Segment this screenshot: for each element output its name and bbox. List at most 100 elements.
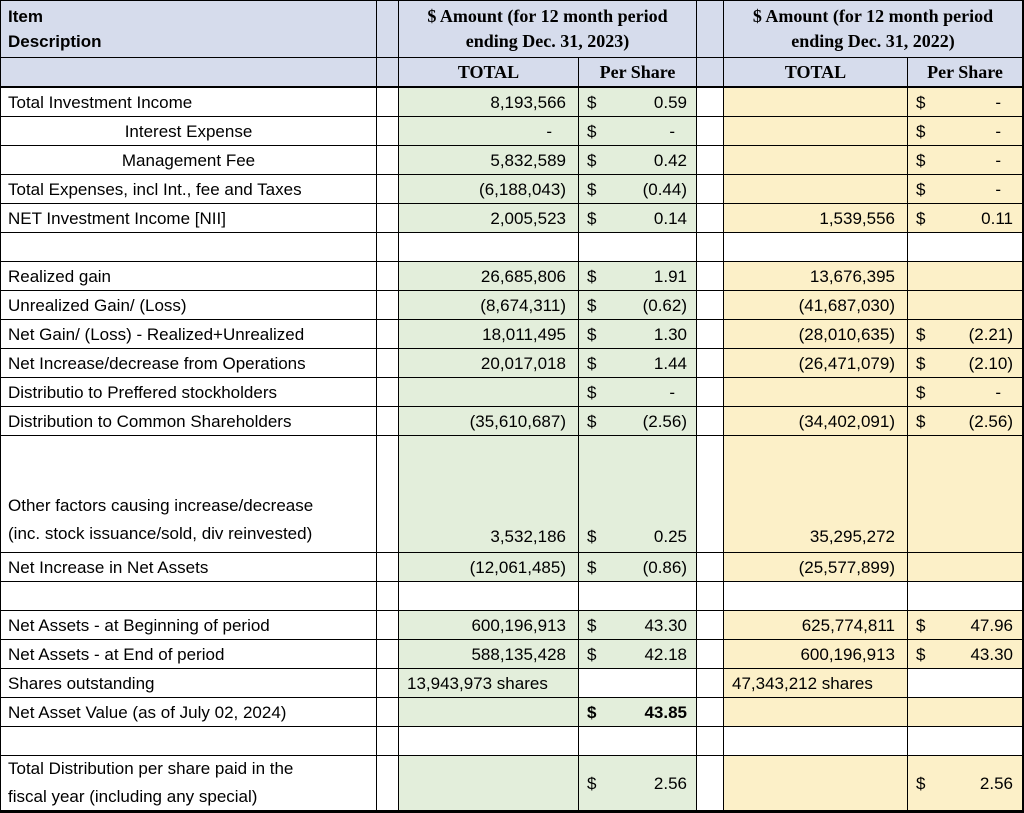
pershare-2022-cell[interactable]: $ (2.56) bbox=[908, 407, 1024, 436]
pershare-2023-cell[interactable]: $ (2.56) bbox=[579, 407, 697, 436]
item-description-cell[interactable]: Total Expenses, incl Int., fee and Taxes bbox=[0, 175, 377, 204]
pershare-2022-cell[interactable] bbox=[908, 553, 1024, 582]
pershare-2022-cell[interactable]: $ - bbox=[908, 88, 1024, 117]
total-2022-cell[interactable] bbox=[724, 756, 908, 813]
total-2022-cell[interactable]: 13,676,395 bbox=[724, 262, 908, 291]
pershare-2022-cell[interactable] bbox=[908, 669, 1024, 698]
item-description-cell[interactable]: Net Increase/decrease from Operations bbox=[0, 349, 377, 378]
item-description-cell[interactable]: Net Gain/ (Loss) - Realized+Unrealized bbox=[0, 320, 377, 349]
total-2023-cell[interactable] bbox=[399, 582, 579, 611]
pershare-2022-cell[interactable]: $ (2.10) bbox=[908, 349, 1024, 378]
pershare-2023-cell[interactable] bbox=[579, 582, 697, 611]
total-2023-cell[interactable]: (12,061,485) bbox=[399, 553, 579, 582]
pershare-2023-cell[interactable]: $0.42 bbox=[579, 146, 697, 175]
item-description-cell[interactable] bbox=[0, 582, 377, 611]
pershare-2022-cell[interactable]: $47.96 bbox=[908, 611, 1024, 640]
item-description-cell[interactable]: Management Fee bbox=[0, 146, 377, 175]
item-description-cell[interactable]: Distributio to Preffered stockholders bbox=[0, 378, 377, 407]
pershare-2023-cell[interactable] bbox=[579, 669, 697, 698]
pershare-2023-cell[interactable]: $ (0.86) bbox=[579, 553, 697, 582]
item-description-cell[interactable]: Shares outstanding bbox=[0, 669, 377, 698]
total-2022-cell[interactable]: 600,196,913 bbox=[724, 640, 908, 669]
pershare-2023-cell[interactable]: $ - bbox=[579, 378, 697, 407]
item-description-cell[interactable]: Realized gain bbox=[0, 262, 377, 291]
pershare-2023-cell[interactable]: $1.30 bbox=[579, 320, 697, 349]
total-2022-cell[interactable] bbox=[724, 727, 908, 756]
item-description-cell[interactable]: Net Assets - at Beginning of period bbox=[0, 611, 377, 640]
total-2022-cell[interactable]: 1,539,556 bbox=[724, 204, 908, 233]
total-2023-cell[interactable] bbox=[399, 727, 579, 756]
total-2023-cell[interactable]: 8,193,566 bbox=[399, 88, 579, 117]
item-description-cell[interactable]: Net Increase in Net Assets bbox=[0, 553, 377, 582]
total-2022-cell[interactable] bbox=[724, 582, 908, 611]
pershare-2022-cell[interactable] bbox=[908, 727, 1024, 756]
total-2022-cell[interactable]: 35,295,272 bbox=[724, 436, 908, 553]
pershare-2022-cell[interactable]: $ - bbox=[908, 175, 1024, 204]
pershare-2022-cell[interactable] bbox=[908, 233, 1024, 262]
pershare-2022-cell[interactable]: $ - bbox=[908, 117, 1024, 146]
total-2023-cell[interactable]: 20,017,018 bbox=[399, 349, 579, 378]
pershare-2023-cell[interactable] bbox=[579, 233, 697, 262]
total-2022-cell[interactable]: (34,402,091) bbox=[724, 407, 908, 436]
total-2023-cell[interactable] bbox=[399, 378, 579, 407]
pershare-2022-cell[interactable]: $0.11 bbox=[908, 204, 1024, 233]
pershare-2022-cell[interactable]: $ (2.21) bbox=[908, 320, 1024, 349]
pershare-2022-cell[interactable]: $ - bbox=[908, 378, 1024, 407]
item-description-cell[interactable]: Distribution to Common Shareholders bbox=[0, 407, 377, 436]
total-2022-cell[interactable]: 625,774,811 bbox=[724, 611, 908, 640]
header-2022-group[interactable]: $ Amount (for 12 month period ending Dec… bbox=[724, 0, 1024, 58]
pershare-2022-cell[interactable]: $2.56 bbox=[908, 756, 1024, 813]
pershare-2022-cell[interactable] bbox=[908, 262, 1024, 291]
total-2022-cell[interactable]: (41,687,030) bbox=[724, 291, 908, 320]
pershare-2023-cell[interactable]: $42.18 bbox=[579, 640, 697, 669]
header-pershare-2022[interactable]: Per Share bbox=[908, 58, 1024, 88]
item-description-cell[interactable] bbox=[0, 727, 377, 756]
pershare-2022-cell[interactable]: $43.30 bbox=[908, 640, 1024, 669]
item-description-cell[interactable]: Total Distribution per share paid in the… bbox=[0, 756, 377, 813]
item-description-cell[interactable]: Total Investment Income bbox=[0, 88, 377, 117]
total-2023-cell[interactable]: (6,188,043) bbox=[399, 175, 579, 204]
pershare-2022-cell[interactable] bbox=[908, 291, 1024, 320]
pershare-2023-cell[interactable]: $43.85 bbox=[579, 698, 697, 727]
item-description-header[interactable]: Item Description bbox=[0, 0, 377, 58]
pershare-2023-cell[interactable]: $2.56 bbox=[579, 756, 697, 813]
item-description-cell[interactable]: Unrealized Gain/ (Loss) bbox=[0, 291, 377, 320]
total-2022-cell[interactable] bbox=[724, 175, 908, 204]
total-2023-cell[interactable]: 2,005,523 bbox=[399, 204, 579, 233]
pershare-2023-cell[interactable]: $0.25 bbox=[579, 436, 697, 553]
total-2023-cell[interactable]: 5,832,589 bbox=[399, 146, 579, 175]
total-2022-cell[interactable] bbox=[724, 378, 908, 407]
total-2023-cell[interactable]: 588,135,428 bbox=[399, 640, 579, 669]
total-2022-cell[interactable] bbox=[724, 117, 908, 146]
total-2023-cell[interactable] bbox=[399, 698, 579, 727]
total-2023-cell[interactable] bbox=[399, 756, 579, 813]
total-2022-cell[interactable]: (28,010,635) bbox=[724, 320, 908, 349]
total-2023-cell[interactable]: 13,943,973 shares bbox=[399, 669, 579, 698]
header-total-2023[interactable]: TOTAL bbox=[399, 58, 579, 88]
total-2022-cell[interactable] bbox=[724, 88, 908, 117]
total-2023-cell[interactable]: (35,610,687) bbox=[399, 407, 579, 436]
pershare-2022-cell[interactable] bbox=[908, 436, 1024, 553]
total-2023-cell[interactable] bbox=[399, 233, 579, 262]
pershare-2023-cell[interactable] bbox=[579, 727, 697, 756]
pershare-2023-cell[interactable]: $ (0.44) bbox=[579, 175, 697, 204]
total-2023-cell[interactable]: 26,685,806 bbox=[399, 262, 579, 291]
pershare-2023-cell[interactable]: $43.30 bbox=[579, 611, 697, 640]
total-2023-cell[interactable]: (8,674,311) bbox=[399, 291, 579, 320]
total-2022-cell[interactable]: 47,343,212 shares bbox=[724, 669, 908, 698]
pershare-2022-cell[interactable] bbox=[908, 698, 1024, 727]
pershare-2023-cell[interactable]: $ (0.62) bbox=[579, 291, 697, 320]
item-description-cell[interactable]: Net Asset Value (as of July 02, 2024) bbox=[0, 698, 377, 727]
item-description-cell[interactable] bbox=[0, 233, 377, 262]
pershare-2023-cell[interactable]: $1.44 bbox=[579, 349, 697, 378]
total-2022-cell[interactable]: (25,577,899) bbox=[724, 553, 908, 582]
total-2023-cell[interactable]: 3,532,186 bbox=[399, 436, 579, 553]
pershare-2023-cell[interactable]: $0.59 bbox=[579, 88, 697, 117]
pershare-2022-cell[interactable]: $ - bbox=[908, 146, 1024, 175]
pershare-2022-cell[interactable] bbox=[908, 582, 1024, 611]
pershare-2023-cell[interactable]: $0.14 bbox=[579, 204, 697, 233]
total-2023-cell[interactable]: 18,011,495 bbox=[399, 320, 579, 349]
total-2022-cell[interactable]: (26,471,079) bbox=[724, 349, 908, 378]
total-2022-cell[interactable] bbox=[724, 698, 908, 727]
item-description-cell[interactable]: Net Assets - at End of period bbox=[0, 640, 377, 669]
